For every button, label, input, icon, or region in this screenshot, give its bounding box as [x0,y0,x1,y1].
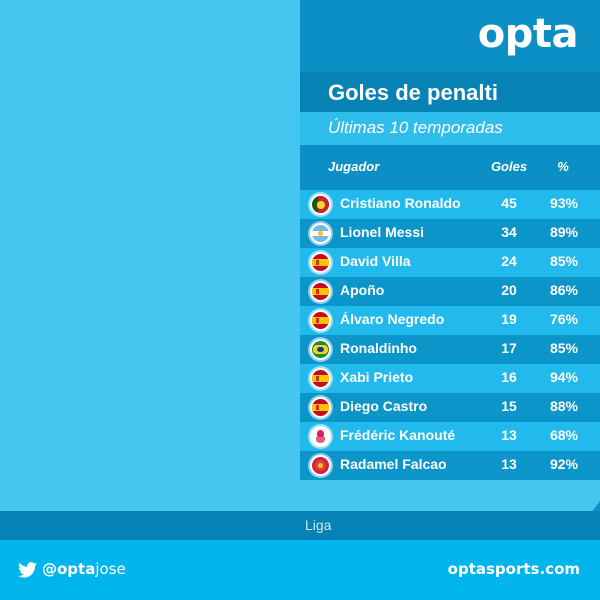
percent-value: 89% [549,224,579,240]
portugal-flag-icon [310,194,331,215]
flag-graphic [312,457,329,474]
player-name: Cristiano Ronaldo [340,195,461,211]
goals-value: 17 [501,340,517,356]
goals-value: 20 [501,282,517,298]
percent-value: 85% [549,253,579,269]
page-subtitle: Últimas 10 temporadas [328,118,503,137]
table-row[interactable]: Diego Castro 15 88% [300,393,600,422]
goals-value: 24 [501,253,517,269]
player-name: Apoño [340,282,385,298]
competition-band: Liga [0,511,600,540]
twitter-handle[interactable]: @optajose [42,560,126,578]
flag-graphic [312,225,329,242]
table-row[interactable]: Xabi Prieto 16 94% [300,364,600,393]
percent-value: 93% [549,195,579,211]
goals-value: 19 [501,311,517,327]
table-row[interactable]: Radamel Falcao 13 92% [300,451,600,480]
spain-flag-icon [310,368,331,389]
player-name: Ronaldinho [340,340,417,356]
percent-value: 88% [549,398,579,414]
column-header-percent: % [557,159,569,174]
percent-value: 76% [549,311,579,327]
player-name: Álvaro Negredo [340,311,445,327]
player-name: Frédéric Kanouté [340,427,456,443]
goals-value: 13 [501,456,517,472]
column-header-goals: Goles [490,159,528,174]
twitter-handle-light: jose [95,560,126,578]
flag-graphic [312,341,329,358]
column-header-player: Jugador [328,159,380,174]
flag-graphic [312,254,329,271]
percent-value: 86% [549,282,579,298]
spain-flag-icon [310,397,331,418]
flag-graphic [312,399,329,416]
flag-graphic [312,283,329,300]
goals-value: 13 [501,427,517,443]
percent-value: 92% [549,456,579,472]
player-name: Lionel Messi [340,224,425,240]
player-name: David Villa [340,253,411,269]
title-band: Goles de penalti [300,72,600,112]
footer-bar: @optajose optasports.com [0,540,600,600]
spain-flag-icon [310,252,331,273]
table-row[interactable]: Álvaro Negredo 19 76% [300,306,600,335]
table-row[interactable]: Lionel Messi 34 89% [300,219,600,248]
logo-band: opta [300,0,600,72]
subtitle-band: Últimas 10 temporadas [300,112,600,145]
flag-graphic [312,428,329,445]
player-name: Xabi Prieto [340,369,414,385]
table-row[interactable]: Cristiano Ronaldo 45 93% [300,190,600,219]
competition-label: Liga [305,517,332,533]
goals-value: 45 [501,195,517,211]
goals-value: 34 [501,224,517,240]
page-title: Goles de penalti [328,80,498,105]
brazil-flag-icon [310,339,331,360]
table-row[interactable]: Ronaldinho 17 85% [300,335,600,364]
spain-flag-icon [310,281,331,302]
percent-value: 68% [549,427,579,443]
mali-flag-icon [310,426,331,447]
spain-flag-icon [310,310,331,331]
table-row[interactable]: Frédéric Kanouté 13 68% [300,422,600,451]
flag-graphic [312,370,329,387]
percent-value: 94% [549,369,579,385]
twitter-handle-bold: @opta [42,560,96,578]
player-name: Radamel Falcao [340,456,447,472]
player-name: Diego Castro [340,398,428,414]
colombia-flag-icon [310,455,331,476]
flag-graphic [312,196,329,213]
website-label[interactable]: optasports.com [447,560,580,578]
argentina-flag-icon [310,223,331,244]
table-column-header: Jugador Goles % [300,145,600,190]
twitter-icon[interactable] [18,562,37,578]
percent-value: 85% [549,340,579,356]
flag-graphic [312,312,329,329]
table-row[interactable]: Apoño 20 86% [300,277,600,306]
goals-value: 15 [501,398,517,414]
table-body: Cristiano Ronaldo 45 93% Lionel Messi 34 89% D… [300,190,600,480]
goals-value: 16 [501,369,517,385]
table-row[interactable]: David Villa 24 85% [300,248,600,277]
opta-logo: opta [477,11,579,57]
